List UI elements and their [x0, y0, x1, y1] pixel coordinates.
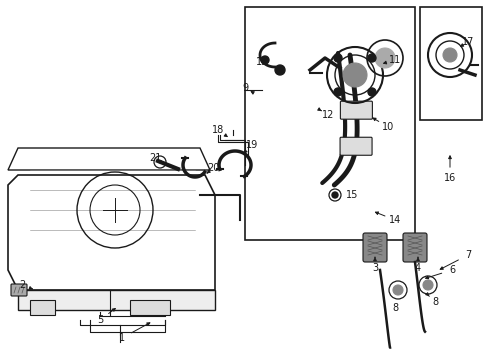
Text: 8: 8	[392, 303, 398, 313]
Circle shape	[334, 88, 342, 96]
Polygon shape	[8, 148, 210, 170]
Circle shape	[375, 48, 395, 68]
Text: 13: 13	[256, 57, 268, 67]
Circle shape	[275, 65, 285, 75]
Text: 5: 5	[97, 315, 103, 325]
Text: 4: 4	[415, 263, 421, 273]
Text: 6: 6	[449, 265, 455, 275]
FancyBboxPatch shape	[11, 284, 27, 296]
FancyBboxPatch shape	[340, 137, 372, 155]
Text: 15: 15	[346, 190, 358, 200]
Text: 12: 12	[322, 110, 334, 120]
Circle shape	[368, 54, 376, 62]
Text: 14: 14	[389, 215, 401, 225]
FancyBboxPatch shape	[30, 300, 55, 315]
Text: 1: 1	[119, 333, 125, 343]
FancyBboxPatch shape	[403, 233, 427, 262]
Circle shape	[443, 48, 457, 62]
Bar	[245, 7, 415, 240]
FancyBboxPatch shape	[363, 233, 387, 262]
Circle shape	[261, 56, 269, 64]
Text: 7: 7	[465, 250, 471, 260]
FancyBboxPatch shape	[341, 101, 372, 119]
Text: 17: 17	[462, 37, 474, 47]
Polygon shape	[18, 290, 215, 310]
Text: 21: 21	[149, 153, 161, 163]
Text: 8: 8	[432, 297, 438, 307]
Text: 18: 18	[212, 125, 224, 135]
FancyBboxPatch shape	[130, 300, 170, 315]
Circle shape	[343, 63, 367, 87]
Circle shape	[393, 285, 403, 295]
Text: 11: 11	[389, 55, 401, 65]
Text: 9: 9	[242, 83, 248, 93]
Circle shape	[332, 192, 338, 198]
Circle shape	[334, 54, 342, 62]
Text: 16: 16	[444, 173, 456, 183]
Circle shape	[368, 88, 376, 96]
Text: 2: 2	[19, 280, 25, 290]
Polygon shape	[8, 175, 215, 290]
Circle shape	[423, 280, 433, 290]
Text: 20: 20	[207, 163, 219, 173]
Text: 3: 3	[372, 263, 378, 273]
Text: 10: 10	[382, 122, 394, 132]
Text: 19: 19	[246, 140, 258, 150]
Bar	[420, 7, 482, 120]
